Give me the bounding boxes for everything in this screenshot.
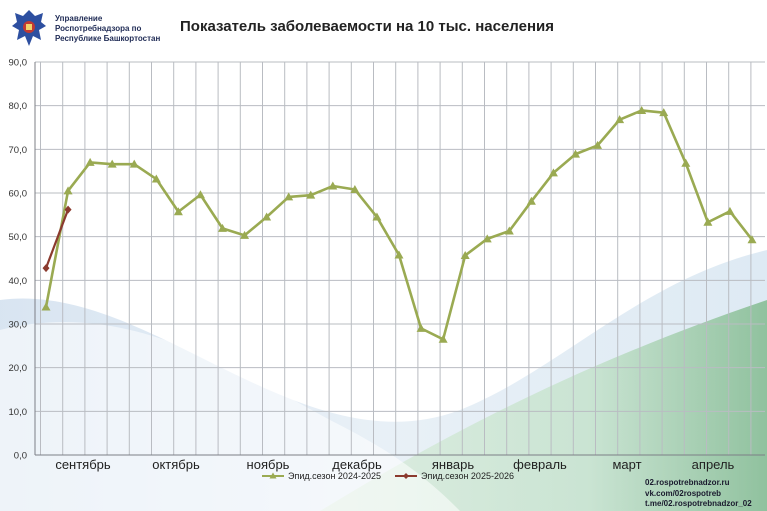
data-point-marker [659,108,669,117]
org-line-2: Роспотребнадзора по [55,24,142,33]
x-month-label: январь [432,457,474,472]
x-month-label: сентябрь [55,457,111,472]
y-tick-label: 0,0 [14,451,27,462]
data-point-marker [42,264,50,273]
data-point-marker [394,250,404,259]
data-point-marker [615,115,625,124]
y-tick-label: 40,0 [9,276,28,287]
data-point-marker [725,206,735,215]
legend-label: Эпид.сезон 2025-2026 [421,471,514,481]
data-point-marker [747,235,757,244]
data-point-marker [350,185,360,194]
data-point-marker [151,174,161,183]
data-point-marker [593,140,603,149]
data-point-marker [548,168,558,177]
data-point-marker [195,190,205,199]
data-point-marker [703,217,713,226]
data-point-marker [107,159,117,168]
chart-title: Показатель заболеваемости на 10 тыс. нас… [180,18,555,35]
data-point-marker [173,207,183,216]
data-point-marker [218,223,227,232]
data-point-marker [64,205,72,214]
y-tick-label: 30,0 [9,320,28,331]
data-point-marker [240,230,250,239]
y-tick-label: 80,0 [9,101,28,112]
series-line [44,209,70,269]
site-link[interactable]: 02.rospotrebnadzor.ru [645,478,730,487]
data-point-marker [416,323,426,332]
y-tick-label: 90,0 [9,58,28,69]
data-point-marker [460,250,470,259]
data-point-marker [637,105,647,114]
data-point-marker [41,302,51,311]
data-point-marker [504,226,514,235]
data-point-marker [63,186,73,195]
data-point-marker [681,158,691,167]
y-tick-label: 70,0 [9,145,28,156]
data-point-marker [372,212,382,221]
x-month-label: декабрь [332,457,382,472]
legend-swatch-marker [403,473,409,479]
y-tick-label: 60,0 [9,189,28,200]
vk-link[interactable]: vk.com/02rospotreb [645,488,722,498]
data-point-marker [526,196,536,205]
y-tick-label: 50,0 [9,232,28,243]
footer-links: 02.rospotrebnadzor.ru vk.com/02rospotreb… [645,478,752,510]
header: Управление Роспотребнадзора по Республик… [0,0,767,52]
organization-name: Управление Роспотребнадзора по Республик… [55,14,175,44]
x-month-label: март [612,457,641,472]
data-point-marker [438,334,448,343]
x-month-label: апрель [692,457,735,472]
org-line-3: Республике Башкортостан [55,34,161,43]
legend-swatch-marker [269,472,277,479]
data-point-marker [328,181,338,190]
y-tick-label: 10,0 [9,407,28,418]
data-point-marker [571,149,580,158]
x-month-label: февраль [513,457,567,472]
x-month-label: ноябрь [247,457,290,472]
org-line-1: Управление [55,14,103,23]
eagle-emblem-icon [12,10,46,46]
legend-label: Эпид.сезон 2024-2025 [288,471,381,481]
data-point-marker [482,234,492,243]
telegram-link[interactable]: t.me/02.rospotrebnadzor_02 [645,499,752,508]
y-tick-label: 20,0 [9,363,28,374]
data-point-marker [85,157,95,166]
data-point-marker [306,190,316,199]
data-point-marker [129,159,139,168]
data-point-marker [262,212,272,221]
x-month-label: октябрь [152,457,200,472]
data-point-marker [284,192,294,201]
